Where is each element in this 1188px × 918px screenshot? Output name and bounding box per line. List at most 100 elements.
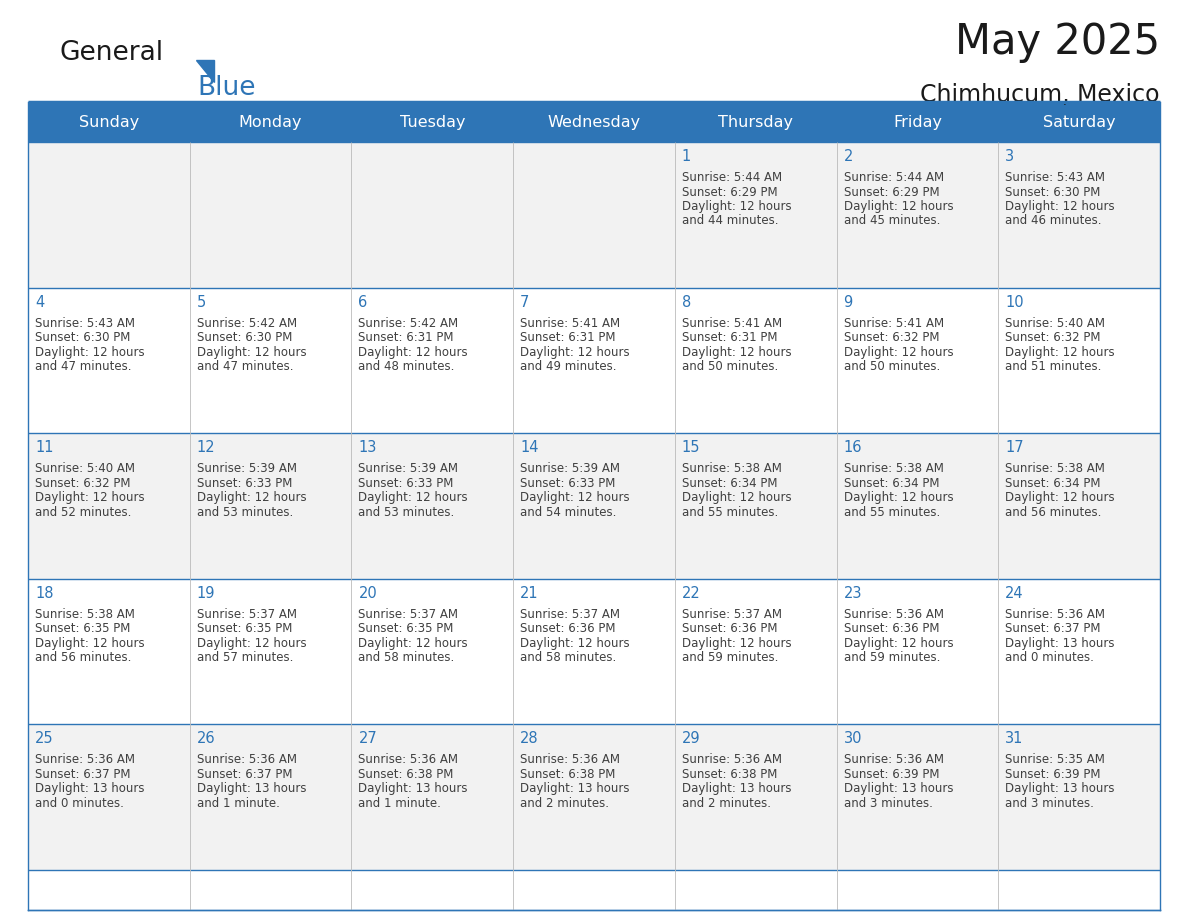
Text: 19: 19 <box>197 586 215 600</box>
Text: Sunset: 6:37 PM: Sunset: 6:37 PM <box>1005 622 1101 635</box>
Text: Sunset: 6:36 PM: Sunset: 6:36 PM <box>682 622 777 635</box>
Text: Sunrise: 5:39 AM: Sunrise: 5:39 AM <box>359 462 459 476</box>
Text: Daylight: 13 hours: Daylight: 13 hours <box>520 782 630 795</box>
Text: and 1 minute.: and 1 minute. <box>197 797 279 810</box>
Text: and 2 minutes.: and 2 minutes. <box>682 797 771 810</box>
Text: Sunrise: 5:44 AM: Sunrise: 5:44 AM <box>843 171 943 184</box>
Text: and 50 minutes.: and 50 minutes. <box>682 360 778 373</box>
Text: and 59 minutes.: and 59 minutes. <box>843 651 940 665</box>
Text: Sunrise: 5:36 AM: Sunrise: 5:36 AM <box>197 754 297 767</box>
Text: Daylight: 12 hours: Daylight: 12 hours <box>843 345 953 359</box>
Text: Sunrise: 5:41 AM: Sunrise: 5:41 AM <box>682 317 782 330</box>
Text: Daylight: 12 hours: Daylight: 12 hours <box>682 345 791 359</box>
Text: Sunrise: 5:36 AM: Sunrise: 5:36 AM <box>359 754 459 767</box>
Text: Daylight: 12 hours: Daylight: 12 hours <box>359 345 468 359</box>
Text: Sunrise: 5:39 AM: Sunrise: 5:39 AM <box>197 462 297 476</box>
Text: 1: 1 <box>682 149 691 164</box>
Text: Sunrise: 5:36 AM: Sunrise: 5:36 AM <box>843 754 943 767</box>
Text: Sunrise: 5:37 AM: Sunrise: 5:37 AM <box>359 608 459 621</box>
Text: 8: 8 <box>682 295 691 309</box>
Text: Sunrise: 5:38 AM: Sunrise: 5:38 AM <box>1005 462 1105 476</box>
Text: Sunset: 6:37 PM: Sunset: 6:37 PM <box>34 767 131 781</box>
Text: Sunrise: 5:43 AM: Sunrise: 5:43 AM <box>34 317 135 330</box>
Text: Sunset: 6:36 PM: Sunset: 6:36 PM <box>843 622 939 635</box>
Text: Sunday: Sunday <box>78 115 139 129</box>
Text: Sunrise: 5:40 AM: Sunrise: 5:40 AM <box>1005 317 1105 330</box>
Text: Sunrise: 5:37 AM: Sunrise: 5:37 AM <box>520 608 620 621</box>
Text: 24: 24 <box>1005 586 1024 600</box>
Text: Sunrise: 5:35 AM: Sunrise: 5:35 AM <box>1005 754 1105 767</box>
Text: and 54 minutes.: and 54 minutes. <box>520 506 617 519</box>
Text: 7: 7 <box>520 295 530 309</box>
Text: Sunset: 6:30 PM: Sunset: 6:30 PM <box>34 331 131 344</box>
Text: Sunset: 6:35 PM: Sunset: 6:35 PM <box>34 622 131 635</box>
Text: Daylight: 12 hours: Daylight: 12 hours <box>843 200 953 213</box>
Text: 5: 5 <box>197 295 206 309</box>
Text: Sunrise: 5:36 AM: Sunrise: 5:36 AM <box>1005 608 1105 621</box>
Text: and 56 minutes.: and 56 minutes. <box>1005 506 1101 519</box>
Text: Sunrise: 5:38 AM: Sunrise: 5:38 AM <box>682 462 782 476</box>
Text: 16: 16 <box>843 441 862 455</box>
Text: 18: 18 <box>34 586 53 600</box>
Text: Daylight: 12 hours: Daylight: 12 hours <box>197 345 307 359</box>
Text: Sunrise: 5:41 AM: Sunrise: 5:41 AM <box>520 317 620 330</box>
Text: Daylight: 13 hours: Daylight: 13 hours <box>1005 637 1114 650</box>
Text: Friday: Friday <box>893 115 942 129</box>
Text: and 48 minutes.: and 48 minutes. <box>359 360 455 373</box>
Text: and 44 minutes.: and 44 minutes. <box>682 215 778 228</box>
Text: Sunset: 6:38 PM: Sunset: 6:38 PM <box>682 767 777 781</box>
Text: Sunrise: 5:38 AM: Sunrise: 5:38 AM <box>843 462 943 476</box>
Text: 31: 31 <box>1005 732 1024 746</box>
Text: Sunrise: 5:37 AM: Sunrise: 5:37 AM <box>197 608 297 621</box>
Text: and 3 minutes.: and 3 minutes. <box>1005 797 1094 810</box>
Text: Wednesday: Wednesday <box>548 115 640 129</box>
Text: Daylight: 12 hours: Daylight: 12 hours <box>359 637 468 650</box>
Text: 26: 26 <box>197 732 215 746</box>
Text: Daylight: 12 hours: Daylight: 12 hours <box>520 345 630 359</box>
Text: Daylight: 12 hours: Daylight: 12 hours <box>359 491 468 504</box>
Text: Sunset: 6:33 PM: Sunset: 6:33 PM <box>197 476 292 489</box>
Text: Sunset: 6:38 PM: Sunset: 6:38 PM <box>359 767 454 781</box>
Text: Daylight: 12 hours: Daylight: 12 hours <box>520 491 630 504</box>
Bar <box>29 102 1159 142</box>
Text: Sunset: 6:31 PM: Sunset: 6:31 PM <box>359 331 454 344</box>
Text: Daylight: 13 hours: Daylight: 13 hours <box>34 782 145 795</box>
Text: Daylight: 12 hours: Daylight: 12 hours <box>1005 491 1114 504</box>
Text: Sunset: 6:38 PM: Sunset: 6:38 PM <box>520 767 615 781</box>
Text: Monday: Monday <box>239 115 302 129</box>
Text: General: General <box>61 40 164 66</box>
Text: Sunrise: 5:36 AM: Sunrise: 5:36 AM <box>34 754 135 767</box>
Text: Sunrise: 5:38 AM: Sunrise: 5:38 AM <box>34 608 135 621</box>
Text: Sunset: 6:29 PM: Sunset: 6:29 PM <box>682 185 777 198</box>
Text: Daylight: 12 hours: Daylight: 12 hours <box>197 637 307 650</box>
Text: Daylight: 12 hours: Daylight: 12 hours <box>1005 200 1114 213</box>
Text: 4: 4 <box>34 295 44 309</box>
Text: and 58 minutes.: and 58 minutes. <box>520 651 617 665</box>
Text: Sunset: 6:29 PM: Sunset: 6:29 PM <box>843 185 940 198</box>
Text: Sunset: 6:32 PM: Sunset: 6:32 PM <box>843 331 939 344</box>
Text: and 2 minutes.: and 2 minutes. <box>520 797 609 810</box>
Text: 29: 29 <box>682 732 701 746</box>
Text: and 55 minutes.: and 55 minutes. <box>682 506 778 519</box>
Text: Thursday: Thursday <box>719 115 794 129</box>
Text: Sunrise: 5:40 AM: Sunrise: 5:40 AM <box>34 462 135 476</box>
Polygon shape <box>196 60 214 82</box>
Text: Sunset: 6:33 PM: Sunset: 6:33 PM <box>359 476 454 489</box>
Text: 3: 3 <box>1005 149 1015 164</box>
Text: Sunset: 6:39 PM: Sunset: 6:39 PM <box>1005 767 1101 781</box>
Text: and 49 minutes.: and 49 minutes. <box>520 360 617 373</box>
Text: Daylight: 13 hours: Daylight: 13 hours <box>1005 782 1114 795</box>
Text: Sunrise: 5:37 AM: Sunrise: 5:37 AM <box>682 608 782 621</box>
Text: Daylight: 13 hours: Daylight: 13 hours <box>197 782 307 795</box>
Text: Sunset: 6:30 PM: Sunset: 6:30 PM <box>197 331 292 344</box>
Text: Sunset: 6:36 PM: Sunset: 6:36 PM <box>520 622 615 635</box>
Text: 11: 11 <box>34 441 53 455</box>
Text: and 51 minutes.: and 51 minutes. <box>1005 360 1101 373</box>
Text: Sunrise: 5:39 AM: Sunrise: 5:39 AM <box>520 462 620 476</box>
Text: Daylight: 12 hours: Daylight: 12 hours <box>843 491 953 504</box>
Text: and 55 minutes.: and 55 minutes. <box>843 506 940 519</box>
Text: Sunrise: 5:44 AM: Sunrise: 5:44 AM <box>682 171 782 184</box>
Text: and 53 minutes.: and 53 minutes. <box>197 506 293 519</box>
Text: Sunset: 6:35 PM: Sunset: 6:35 PM <box>197 622 292 635</box>
Text: Sunrise: 5:42 AM: Sunrise: 5:42 AM <box>359 317 459 330</box>
